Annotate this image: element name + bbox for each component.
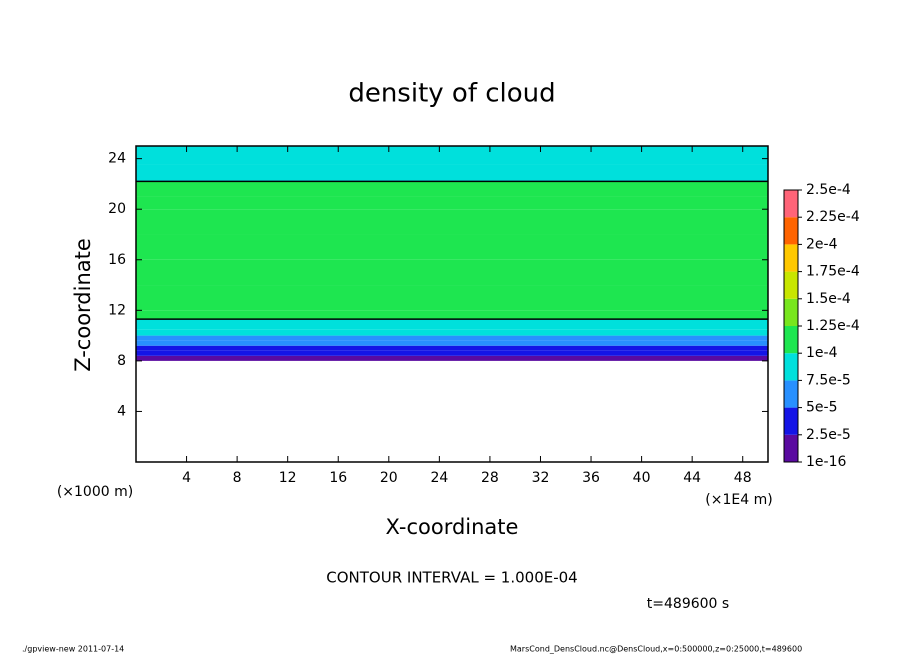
colorbar-label: 1e-4 [806,345,838,361]
density-band [136,196,768,210]
colorbar-label: 5e-5 [806,400,837,416]
x-tick-label: 8 [233,470,242,486]
density-band [136,340,768,346]
x-tick-label: 24 [430,470,448,486]
y-tick-label: 4 [117,403,126,419]
y-axis-label: Z-coordinate [71,238,95,372]
colorbar-label: 1.75e-4 [806,264,860,280]
colorbar-label: 2.25e-4 [806,209,860,225]
x-axis-label: X-coordinate [386,515,519,539]
density-band [136,181,768,197]
plot-frame [135,145,769,463]
y-tick-label: 16 [108,252,126,268]
density-band [136,209,768,235]
x-tick-label: 48 [734,470,752,486]
colorbar-label: 7.5e-5 [806,372,851,388]
density-band [136,146,768,165]
density-band [136,164,768,182]
colorbar-band [784,353,798,381]
x-tick-label: 32 [532,470,550,486]
density-band [136,355,768,361]
density-band [136,259,768,286]
x-tick-label: 4 [182,470,191,486]
contour-interval: CONTOUR INTERVAL = 1.000E-04 [326,569,577,587]
y-unit: (×1000 m) [57,484,133,500]
time-label: t=489600 s [647,596,729,612]
y-tick-label: 8 [117,353,126,369]
x-unit: (×1E4 m) [705,492,772,508]
y-tick-label: 20 [108,201,126,217]
footer-right: MarsCond_DensCloud.nc@DensCloud,x=0:5000… [510,645,802,654]
density-band [136,234,768,260]
colorbar-band [784,326,798,354]
x-tick-label: 20 [380,470,398,486]
y-tick-label: 12 [108,302,126,318]
y-tick-label: 24 [108,151,126,167]
density-band [136,329,768,336]
colorbar-label: 2.5e-5 [806,427,851,443]
colorbar-label: 1.5e-4 [806,291,851,307]
density-band [136,350,768,356]
density-band [136,310,768,320]
colorbar-band [784,298,798,326]
density-band [136,345,768,351]
density-band [136,335,768,341]
colorbar-band [784,217,798,245]
chart-title: density of cloud [348,79,555,109]
density-band [136,285,768,311]
density-band [136,319,768,330]
x-tick-label: 28 [481,470,499,486]
x-tick-label: 36 [582,470,600,486]
colorbar-label: 1.25e-4 [806,318,860,334]
colorbar-band [784,407,798,435]
colorbar-band [784,190,798,218]
x-tick-label: 40 [633,470,651,486]
colorbar-band [784,380,798,408]
x-tick-label: 16 [329,470,347,486]
colorbar-label: 2e-4 [806,236,838,252]
colorbar-band [784,434,798,462]
colorbar-band [784,271,798,299]
x-tick-label: 12 [279,470,297,486]
footer-left: ./gpview-new 2011-07-14 [22,645,124,654]
colorbar-label: 1e-16 [806,454,846,470]
x-tick-label: 44 [683,470,701,486]
colorbar-band [784,244,798,272]
colorbar-label: 2.5e-4 [806,182,851,198]
